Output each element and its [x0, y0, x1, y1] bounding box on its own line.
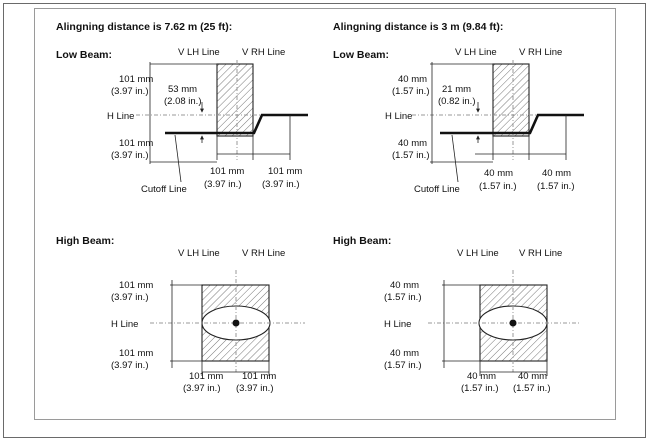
- left-low-w2-in: (3.97 in.): [262, 179, 300, 190]
- left-low-aim-box: [216, 63, 254, 137]
- left-high-w1-in: (3.97 in.): [183, 383, 221, 394]
- left-high-w1-mm: 101 mm: [189, 371, 223, 382]
- left-low-w1-mm: 101 mm: [210, 166, 244, 177]
- right-low-top-mm: 40 mm: [398, 74, 427, 85]
- left-low-top-mm: 101 mm: [119, 74, 153, 85]
- left-low-bot-mm: 101 mm: [119, 138, 153, 149]
- right-low-title: Low Beam:: [333, 49, 389, 61]
- right-low-vlh-label: V LH Line: [455, 47, 497, 58]
- right-low-bot-in: (1.57 in.): [392, 150, 430, 161]
- left-high-bot-mm: 101 mm: [119, 348, 153, 359]
- right-high-top-mm: 40 mm: [390, 280, 419, 291]
- right-low-cutoff-polyline: [440, 113, 584, 135]
- right-high-vlh-label: V LH Line: [457, 248, 499, 259]
- right-low-w2-in: (1.57 in.): [537, 181, 575, 192]
- left-low-hline-label: H Line: [107, 111, 134, 122]
- left-low-offset-in: (2.08 in.): [164, 96, 202, 107]
- right-high-top-in: (1.57 in.): [384, 292, 422, 303]
- left-high-beam-diagram: High Beam: V LH Line V RH Line 101 mm (3…: [56, 235, 305, 394]
- right-high-hline-label: H Line: [384, 319, 411, 330]
- right-low-aim-box: [492, 63, 530, 137]
- left-low-w1-in: (3.97 in.): [204, 179, 242, 190]
- left-high-bot-in: (3.97 in.): [111, 360, 149, 371]
- left-heading: Alingning distance is 7.62 m (25 ft):: [56, 21, 232, 33]
- left-high-vrh-label: V RH Line: [242, 248, 285, 259]
- left-low-cutoff-polyline: [165, 113, 308, 135]
- left-low-bot-in: (3.97 in.): [111, 150, 149, 161]
- right-high-center-dot: [509, 319, 517, 327]
- left-low-w2-mm: 101 mm: [268, 166, 302, 177]
- left-high-center-dot: [232, 319, 240, 327]
- left-high-top-mm: 101 mm: [119, 280, 153, 291]
- right-low-beam-diagram: Low Beam: V LH Line V RH Line 40 mm (1.5…: [333, 47, 584, 195]
- left-low-vrh-label: V RH Line: [242, 47, 285, 58]
- right-low-w1-mm: 40 mm: [484, 168, 513, 179]
- left-high-w2-in: (3.97 in.): [236, 383, 274, 394]
- right-low-bot-mm: 40 mm: [398, 138, 427, 149]
- right-high-title: High Beam:: [333, 235, 391, 247]
- right-high-bot-in: (1.57 in.): [384, 360, 422, 371]
- right-low-vrh-label: V RH Line: [519, 47, 562, 58]
- left-low-title: Low Beam:: [56, 49, 112, 61]
- right-high-vrh-label: V RH Line: [519, 248, 562, 259]
- right-heading: Alingning distance is 3 m (9.84 ft):: [333, 21, 503, 33]
- right-high-w1-mm: 40 mm: [467, 371, 496, 382]
- right-low-offset-in: (0.82 in.): [438, 96, 476, 107]
- left-high-vlh-label: V LH Line: [178, 248, 220, 259]
- right-high-beam-diagram: High Beam: V LH Line V RH Line 40 mm (1.…: [333, 235, 580, 394]
- left-low-offset-mm: 53 mm: [168, 84, 197, 95]
- left-low-cutoff-label: Cutoff Line: [141, 184, 187, 195]
- right-low-w1-in: (1.57 in.): [479, 181, 517, 192]
- right-low-cutoff-label: Cutoff Line: [414, 184, 460, 195]
- right-low-offset-mm: 21 mm: [442, 84, 471, 95]
- right-high-w1-in: (1.57 in.): [461, 383, 499, 394]
- right-low-cutoff-leader: [451, 134, 459, 183]
- right-high-w2-in: (1.57 in.): [513, 383, 551, 394]
- right-low-hline-label: H Line: [385, 111, 412, 122]
- right-low-top-in: (1.57 in.): [392, 86, 430, 97]
- left-high-hline-label: H Line: [111, 319, 138, 330]
- left-high-w2-mm: 101 mm: [242, 371, 276, 382]
- left-low-cutoff-leader: [174, 134, 182, 183]
- right-high-bot-mm: 40 mm: [390, 348, 419, 359]
- right-low-w2-mm: 40 mm: [542, 168, 571, 179]
- left-low-vlh-label: V LH Line: [178, 47, 220, 58]
- left-high-title: High Beam:: [56, 235, 114, 247]
- left-low-top-in: (3.97 in.): [111, 86, 149, 97]
- left-high-top-in: (3.97 in.): [111, 292, 149, 303]
- left-low-beam-diagram: Low Beam: V LH Line V RH Line 101 mm (3.…: [56, 47, 308, 195]
- right-high-w2-mm: 40 mm: [518, 371, 547, 382]
